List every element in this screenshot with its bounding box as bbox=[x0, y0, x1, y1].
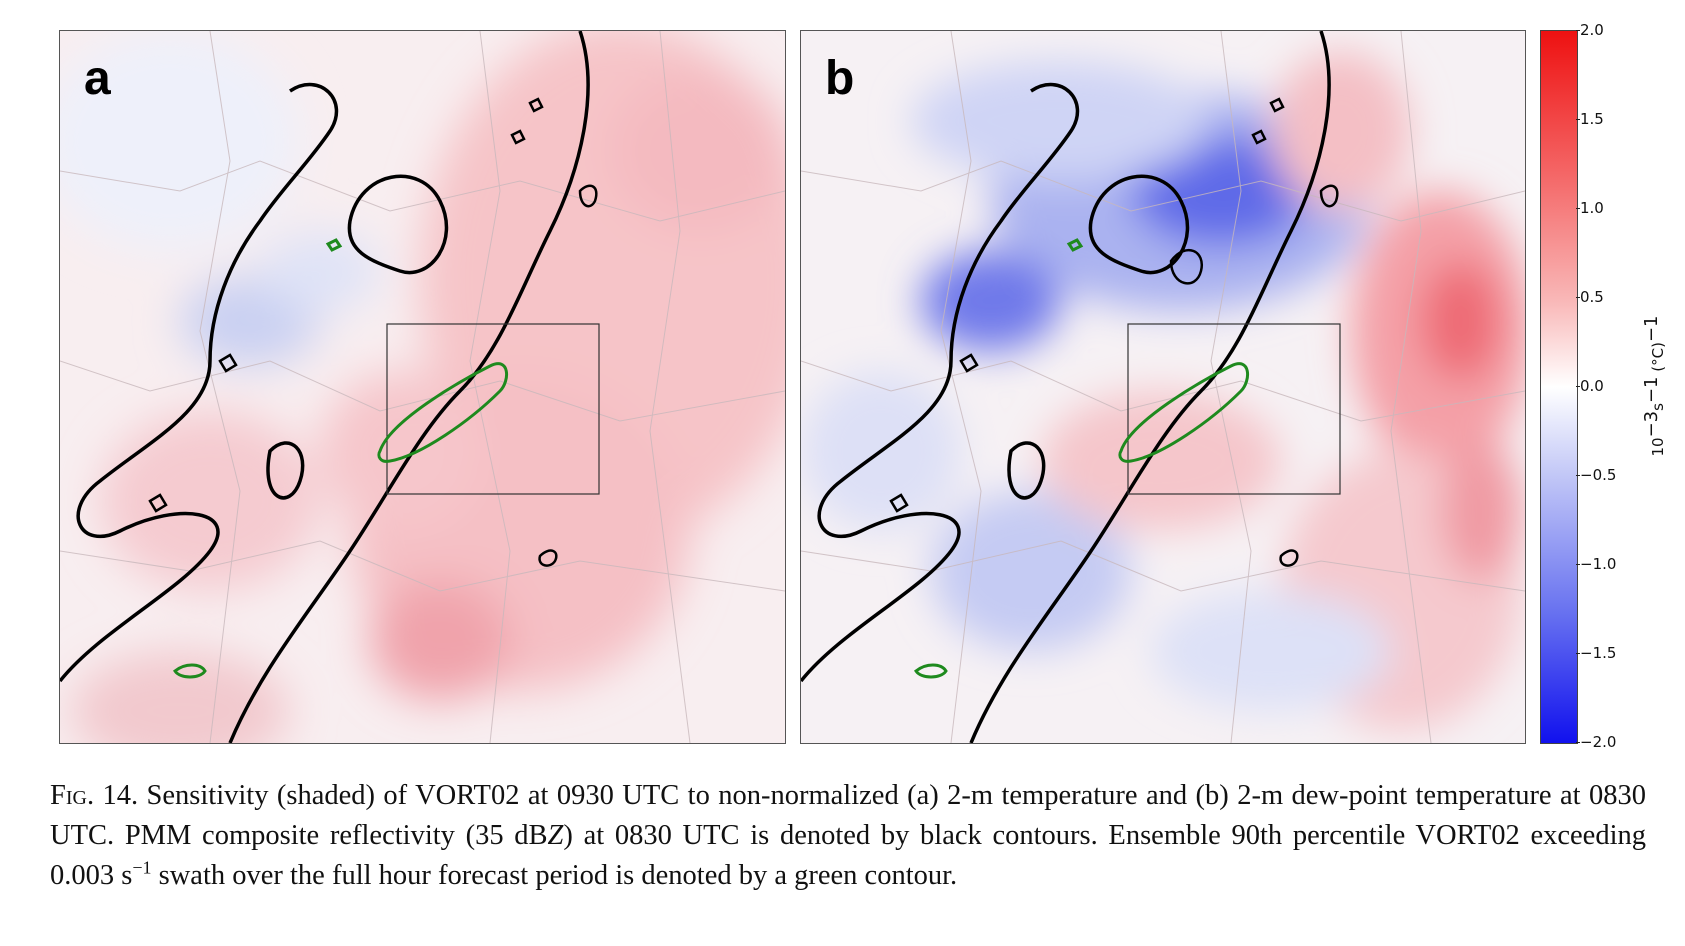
colorbar-tick-mark bbox=[1576, 475, 1580, 476]
colorbar-tick-mark bbox=[1576, 30, 1580, 31]
colorbar-tick-mark bbox=[1576, 386, 1580, 387]
panel-b-letter: b bbox=[825, 52, 855, 105]
caption-text-1: Sensitivity (shaded) of VORT02 at 0930 U… bbox=[50, 780, 1646, 851]
panel-a-field bbox=[60, 31, 785, 743]
panel-b-map: b bbox=[800, 30, 1526, 744]
colorbar-tick-label: −0.5 bbox=[1580, 466, 1617, 484]
colorbar-label: 10−3s−1 (°C)−1 bbox=[1641, 315, 1667, 457]
cb-label-exp3: −1 bbox=[1641, 315, 1662, 343]
caption-superscript: −1 bbox=[132, 857, 152, 878]
colorbar-tick-label: 2.0 bbox=[1580, 21, 1604, 39]
colorbar-tick-label: 1.0 bbox=[1580, 199, 1604, 217]
panel-a-letter: a bbox=[84, 52, 111, 105]
cb-label-exp1: −3 bbox=[1641, 410, 1662, 438]
cb-label-unit: s bbox=[1649, 403, 1667, 411]
colorbar-tick-label: −2.0 bbox=[1580, 733, 1617, 751]
colorbar-tick-mark bbox=[1576, 297, 1580, 298]
caption-fig-number: Fig. 14. bbox=[50, 780, 139, 811]
colorbar-tick-label: −1.5 bbox=[1580, 644, 1617, 662]
caption-text-2: ) at 0830 UTC is denoted by black contou… bbox=[50, 820, 1646, 891]
colorbar-tick-mark bbox=[1576, 564, 1580, 565]
panel-a-map: a bbox=[59, 30, 786, 744]
colorbar bbox=[1540, 30, 1578, 744]
colorbar-tick-mark bbox=[1576, 742, 1580, 743]
caption-text-3: swath over the full hour forecast period… bbox=[151, 860, 958, 891]
colorbar-tick-label: −1.0 bbox=[1580, 555, 1617, 573]
colorbar-tick-label: 1.5 bbox=[1580, 110, 1604, 128]
colorbar-tick-label: 0.5 bbox=[1580, 288, 1604, 306]
colorbar-tick-mark bbox=[1576, 208, 1580, 209]
figure-caption: Fig. 14. Sensitivity (shaded) of VORT02 … bbox=[50, 776, 1646, 896]
colorbar-tick-mark bbox=[1576, 119, 1580, 120]
cb-label-exp2: −1 bbox=[1641, 376, 1662, 404]
caption-italic-z: Z bbox=[547, 820, 564, 851]
cb-label-unit2: (°C) bbox=[1649, 342, 1667, 377]
cb-label-base: 10 bbox=[1649, 437, 1667, 457]
colorbar-tick-label: 0.0 bbox=[1580, 377, 1604, 395]
colorbar-tick-mark bbox=[1576, 653, 1580, 654]
panel-b-field bbox=[801, 31, 1525, 743]
